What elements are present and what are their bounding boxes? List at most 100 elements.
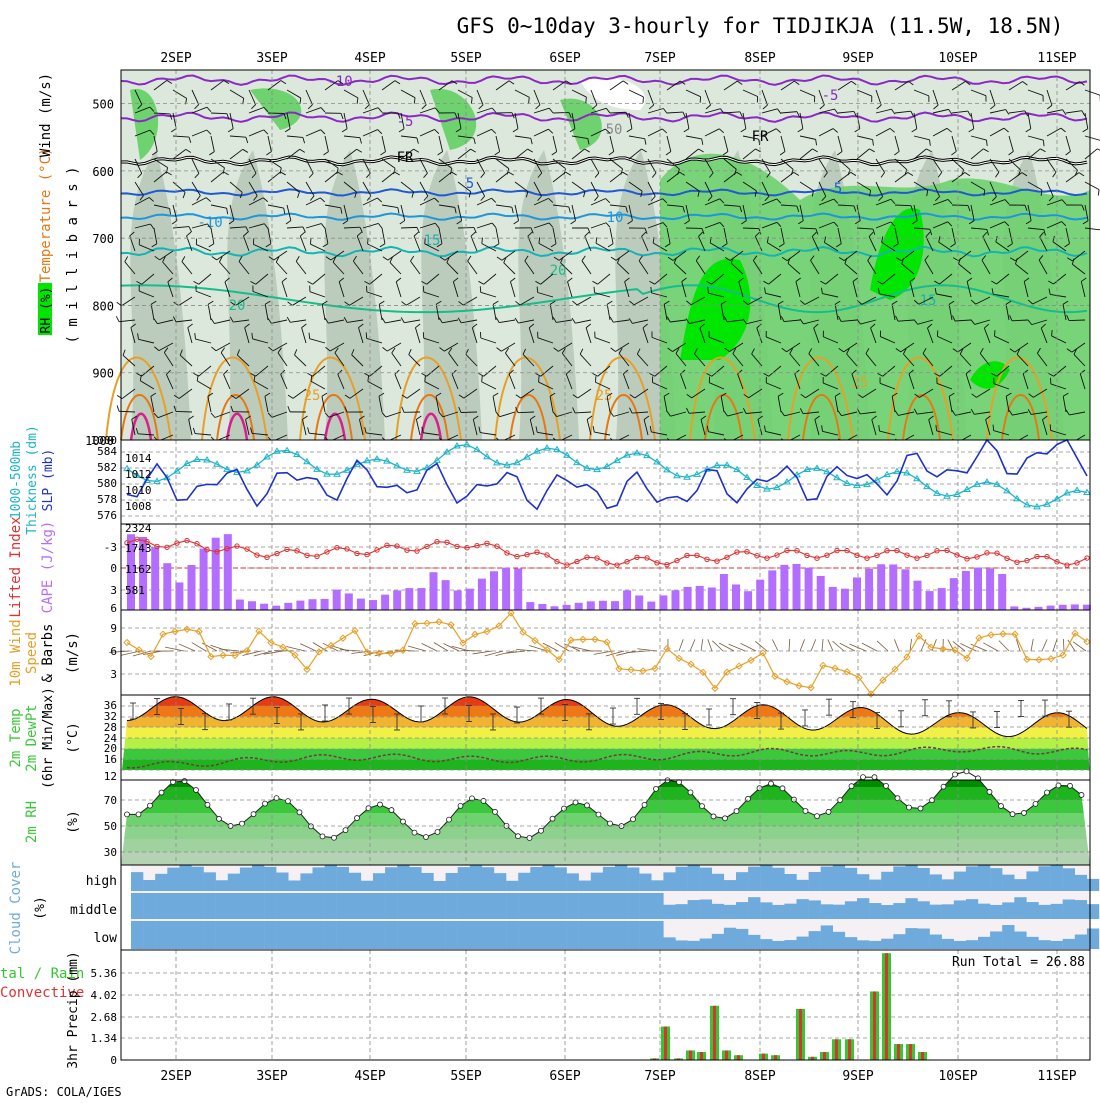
- cape-tick-label: 2324: [125, 522, 152, 535]
- cape-bar: [926, 591, 934, 610]
- cloud-middle-bar: [1051, 904, 1063, 919]
- cloud-middle-bar: [930, 905, 942, 919]
- cloud-middle-bar: [615, 893, 627, 919]
- wind-tick-label: 9: [110, 622, 117, 635]
- wind-barb: [401, 227, 417, 228]
- cloud-high-bar: [192, 867, 204, 891]
- cloud-high-bar: [942, 879, 954, 891]
- cape-bar: [393, 590, 401, 610]
- bottom-date-label: 10SEP: [938, 1069, 977, 1084]
- upper-bottom-tick: 1000: [91, 434, 118, 447]
- bottom-date-label: 8SEP: [744, 1069, 775, 1084]
- precip-convective-bar: [762, 1054, 765, 1060]
- cloud-middle-bar: [397, 893, 409, 919]
- cloud-middle-bar: [421, 893, 433, 919]
- cloud-middle-bar: [603, 893, 615, 919]
- cloud-high-bar: [361, 881, 373, 891]
- top-date-label: 6SEP: [549, 51, 580, 66]
- cloud-low-bar: [288, 921, 300, 949]
- cape-bar: [502, 568, 510, 610]
- precip-convective-bar: [713, 1006, 716, 1060]
- cloud-high-bar: [300, 873, 312, 891]
- precip-tick-label: 1.34: [91, 1032, 118, 1045]
- cloud-middle-bar: [639, 893, 651, 919]
- cloud-middle-bar: [990, 905, 1002, 919]
- cloud-low-bar: [942, 939, 954, 949]
- cloud-middle-bar: [821, 904, 833, 919]
- cape-bar: [454, 590, 462, 610]
- cloud-low-bar: [603, 921, 615, 949]
- cloud-middle-bar: [579, 893, 591, 919]
- precip-tick-label: 5.36: [91, 967, 118, 980]
- wind-tick-label: 6: [110, 645, 117, 658]
- cloud-middle-bar: [228, 893, 240, 919]
- bottom-date-label: 5SEP: [450, 1069, 481, 1084]
- cloud-middle-bar: [155, 893, 167, 919]
- cloud-low-bar: [990, 931, 1002, 949]
- rh2m-axis-label: 2m RH: [24, 801, 40, 843]
- cloud-low-bar: [954, 941, 966, 949]
- cape-bar: [684, 587, 692, 610]
- rh2m-point: [953, 772, 958, 777]
- cloud-high-bar: [458, 867, 470, 891]
- precip-convective-bar: [689, 1050, 692, 1060]
- wind-axis-label: Wind (m/s): [38, 73, 54, 157]
- thickness-tick-label: 578: [97, 493, 117, 506]
- rh2m-point: [550, 816, 555, 821]
- cloud-high-bar: [784, 874, 796, 891]
- rh2m-point: [182, 779, 187, 784]
- cloud-middle-bar: [434, 893, 446, 919]
- rh2m-point: [769, 781, 774, 786]
- cloud-middle-bar: [192, 893, 204, 919]
- rh2m-point: [148, 803, 153, 808]
- cloud-middle-bar: [918, 901, 930, 919]
- cape-tick-label: 1162: [125, 563, 152, 576]
- cloud-low-bar: [179, 921, 191, 949]
- cape-bar: [442, 580, 450, 610]
- precip-convective-bar: [909, 1044, 912, 1060]
- cape-bar: [236, 600, 244, 610]
- rh2m-point: [573, 800, 578, 805]
- cloud-low-bar: [204, 921, 216, 949]
- rh2m-point: [723, 816, 728, 821]
- cloud-low-bar: [373, 921, 385, 949]
- precip-convective-bar: [823, 1052, 826, 1060]
- precip-convective-bar: [700, 1052, 703, 1060]
- cloud-middle-bar: [555, 893, 567, 919]
- temp-color-band: [121, 738, 1090, 749]
- cape-bar: [1047, 606, 1055, 610]
- cloud-high-bar: [204, 872, 216, 891]
- cloud-middle-bar: [288, 893, 300, 919]
- contour-label: FR: [397, 150, 414, 166]
- cloud-low-bar: [1087, 928, 1099, 949]
- contour-label: 15: [920, 293, 937, 309]
- contour-label: 25: [852, 375, 869, 391]
- cloud-middle-bar: [542, 893, 554, 919]
- rh2m-point: [481, 798, 486, 803]
- top-date-label: 2SEP: [160, 51, 191, 66]
- cloud-low-bar: [857, 940, 869, 949]
- cloud-high-bar: [966, 866, 978, 891]
- cloud-middle-bar: [772, 905, 784, 919]
- cloud-middle-bar: [1063, 900, 1075, 919]
- cloud-low-bar: [639, 921, 651, 949]
- cloud-low-bar: [688, 941, 700, 949]
- cloud-low-bar: [555, 921, 567, 949]
- cloud-middle-bar: [845, 901, 857, 919]
- cape-bar: [478, 579, 486, 610]
- cape-bar: [805, 568, 813, 610]
- cloud-low-bar: [966, 940, 978, 949]
- cloud-high-bar: [397, 865, 409, 891]
- pressure-tick-label: 700: [92, 232, 114, 246]
- precip-run-total: Run Total = 26.88: [952, 955, 1085, 970]
- cape-bar: [538, 604, 546, 610]
- cloud-low-bar: [482, 921, 494, 949]
- cloud-high-bar: [615, 865, 627, 891]
- cloud-left-margin: [121, 865, 131, 950]
- rh2m-point: [884, 783, 889, 788]
- cloud-low-bar: [228, 921, 240, 949]
- bottom-date-label: 7SEP: [644, 1069, 675, 1084]
- bottom-date-label: 4SEP: [354, 1069, 385, 1084]
- cloud-low-bar: [978, 937, 990, 949]
- cloud-low-bar: [192, 921, 204, 949]
